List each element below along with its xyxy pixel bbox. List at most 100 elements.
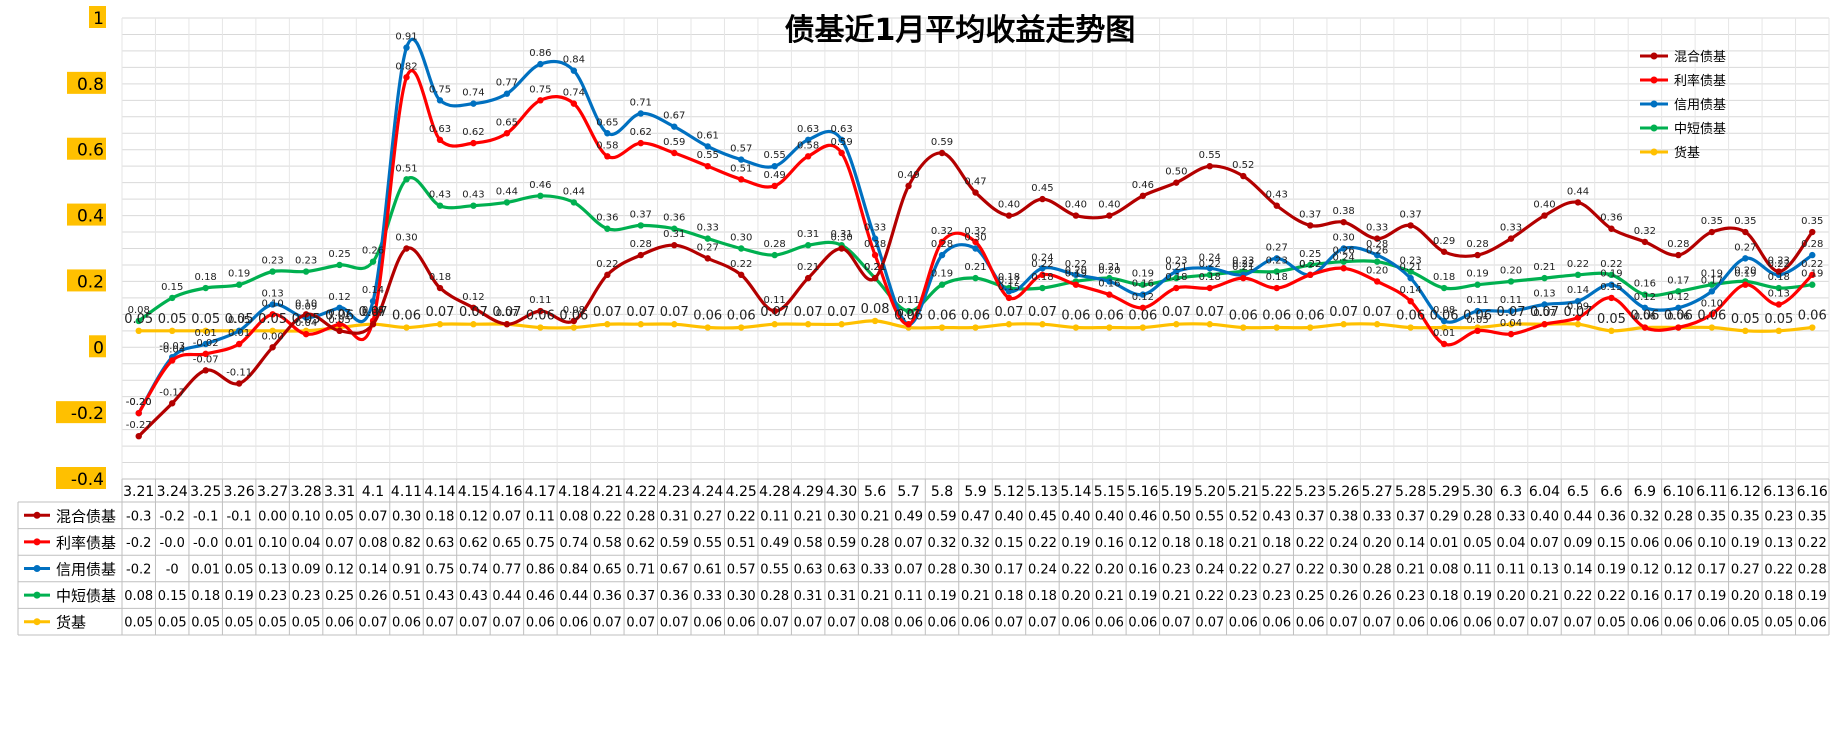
- table-cell: 0.07: [894, 536, 923, 551]
- table-cell: -0.2: [126, 563, 151, 578]
- table-cell: 0.10: [258, 536, 287, 551]
- data-point: [1139, 324, 1147, 331]
- data-label: 0.19: [228, 269, 250, 280]
- table-cell: 0.07: [1530, 536, 1559, 551]
- table-cell: 0.28: [1463, 509, 1492, 524]
- data-label: 0.20: [1098, 265, 1120, 276]
- data-label: 0.17: [998, 275, 1020, 286]
- y-axis-ticks: -0.4 -0.2 0 0.2 0.4 0.6 0.8 1: [56, 6, 106, 490]
- data-label: 0.07: [359, 305, 388, 320]
- x-tick-label: 4.1: [362, 484, 384, 500]
- data-label: 0.74: [563, 88, 585, 99]
- data-point: [1608, 281, 1615, 288]
- data-point: [470, 100, 477, 107]
- data-point: [637, 110, 644, 117]
- data-point: [604, 225, 611, 232]
- data-point: [403, 44, 410, 51]
- data-label: 0.22: [1567, 259, 1589, 270]
- table-cell: 0.06: [693, 616, 722, 631]
- data-label: 0.23: [1768, 256, 1790, 267]
- data-point: [1340, 321, 1347, 328]
- data-label: 0.08: [563, 305, 585, 316]
- legend-label: 混合债基: [1674, 50, 1726, 65]
- data-label: 0.75: [529, 84, 551, 95]
- table-cell: 0.17: [1697, 563, 1726, 578]
- y-tick-highlight: [89, 6, 106, 28]
- data-point: [503, 321, 511, 328]
- data-point: [336, 327, 343, 335]
- data-point: [1775, 301, 1782, 308]
- data-point: [169, 327, 176, 335]
- data-label: 0.71: [630, 97, 652, 108]
- data-label: 0.06: [1798, 309, 1827, 324]
- table-cell: 0.06: [1798, 616, 1827, 631]
- table-cell: 0.01: [225, 536, 254, 551]
- x-tick-label: 4.17: [525, 484, 556, 500]
- data-point: [1039, 284, 1046, 292]
- table-cell: 0.07: [1563, 616, 1592, 631]
- legend-marker: [1650, 76, 1658, 84]
- data-point: [1507, 321, 1515, 328]
- table-cell: 0.19: [1128, 589, 1157, 604]
- table-cell: 0.07: [325, 536, 354, 551]
- table-cell: 0.05: [1731, 616, 1760, 631]
- data-label: 0.31: [830, 229, 852, 240]
- data-label: 0.30: [395, 233, 417, 244]
- data-point: [1440, 317, 1448, 325]
- table-cell: 0.75: [526, 536, 555, 551]
- table-cell: 0.37: [626, 589, 655, 604]
- data-label: 0.31: [663, 229, 685, 240]
- table-cell: 0.06: [1128, 616, 1157, 631]
- table-cell: 0.21: [1095, 589, 1124, 604]
- data-label: 0.32: [964, 226, 986, 237]
- data-point: [1541, 321, 1548, 328]
- table-cell: 0.19: [928, 589, 957, 604]
- table-cell: 0.06: [1664, 616, 1693, 631]
- x-tick-label: 5.28: [1395, 484, 1426, 500]
- x-tick-label: 5.7: [897, 484, 919, 500]
- data-point: [436, 97, 444, 104]
- data-label: 0.20: [1065, 265, 1087, 276]
- x-tick-label: 4.22: [625, 484, 656, 500]
- table-cell: 0.20: [1061, 589, 1090, 604]
- table-cell: 0.18: [191, 589, 220, 604]
- table-cell: 0.51: [727, 536, 756, 551]
- table-cell: 0.07: [626, 616, 655, 631]
- data-point: [1039, 265, 1046, 272]
- table-cell: 0.00: [258, 509, 287, 524]
- data-label: 0.27: [1266, 242, 1288, 253]
- data-point: [738, 324, 745, 331]
- data-label: 0.00: [261, 331, 283, 342]
- data-point: [704, 324, 711, 331]
- data-label: 0.36: [596, 213, 618, 224]
- data-label: 0.05: [1731, 312, 1760, 327]
- table-cell: 0.16: [1630, 589, 1659, 604]
- data-label: 0.40: [1065, 200, 1087, 211]
- table-cell: 0.21: [1162, 589, 1191, 604]
- data-label: 0.21: [1165, 262, 1187, 273]
- table-cell: 0.52: [1229, 509, 1258, 524]
- data-point: [1106, 212, 1113, 219]
- data-label: 0.47: [964, 177, 986, 188]
- data-label: 0.40: [1533, 200, 1555, 211]
- data-label: 0.06: [392, 309, 421, 324]
- data-point: [1407, 268, 1414, 275]
- data-label: 0.06: [1697, 309, 1726, 324]
- table-cell: 0.55: [1195, 509, 1224, 524]
- data-label: 0.07: [897, 308, 919, 319]
- data-point: [738, 271, 745, 279]
- data-point: [1641, 291, 1649, 298]
- table-cell: 0.13: [258, 563, 287, 578]
- data-label: 0.19: [1734, 269, 1756, 280]
- table-cell: 0.06: [325, 616, 354, 631]
- data-point: [470, 139, 477, 147]
- data-point: [169, 400, 176, 407]
- data-label: 0.58: [596, 140, 618, 151]
- table-cell: 0.40: [1095, 509, 1124, 524]
- data-point: [771, 162, 778, 170]
- x-tick-label: 5.16: [1127, 484, 1158, 500]
- data-point: [1173, 284, 1180, 292]
- table-cell: 0.57: [727, 563, 756, 578]
- data-point: [570, 324, 578, 331]
- data-label: 0.65: [496, 117, 518, 128]
